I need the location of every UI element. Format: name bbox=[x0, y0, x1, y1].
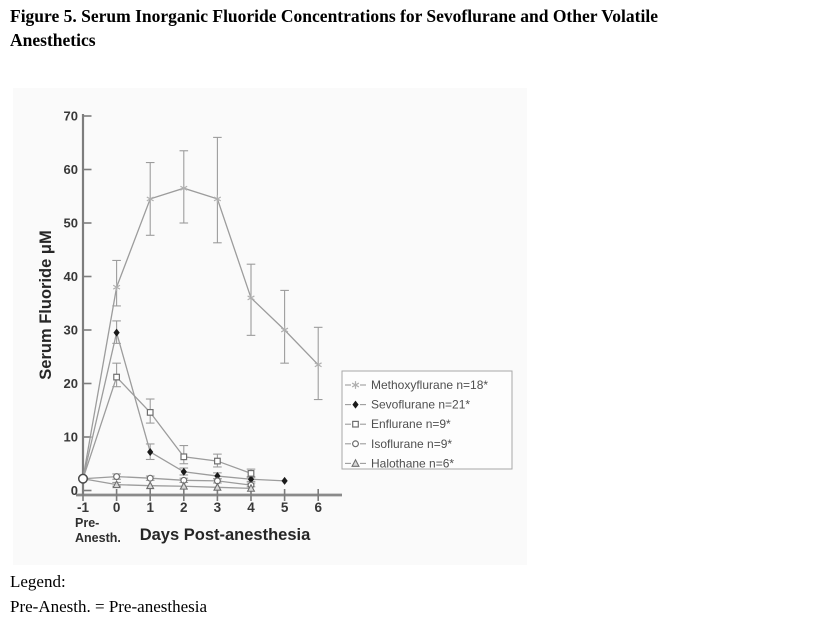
y-tick-label-60: 60 bbox=[64, 162, 78, 177]
isoflurane-marker bbox=[146, 474, 154, 482]
figure-title-line2: Anesthetics bbox=[10, 29, 96, 50]
halothane-marker bbox=[246, 483, 256, 492]
figure-image: 0 10 20 30 40 50 60 70 -1 0 1 2 3 4 5 6 Pre- Anesth. Days … bbox=[13, 88, 527, 565]
figure-title-line1: Figure 5. Serum Inorganic Fluoride Conce… bbox=[10, 6, 658, 26]
y-tick-label-20: 20 bbox=[64, 376, 78, 391]
x-tick-label-5: 5 bbox=[281, 500, 289, 515]
x-tick-label-1: 1 bbox=[146, 500, 154, 515]
fluoride-chart-svg: 0 10 20 30 40 50 60 70 -1 0 1 2 3 4 5 6 Pre-Anesth. Days … bbox=[37, 109, 513, 545]
methoxyflurane-marker bbox=[213, 196, 222, 202]
x-tick-label-6: 6 bbox=[314, 500, 322, 515]
pre-anesth-axis-label-line1: Pre- bbox=[75, 516, 99, 530]
pre-anesth-axis-label-line2: Anesth. bbox=[75, 531, 121, 545]
y-tick-label-50: 50 bbox=[64, 216, 78, 231]
x-tick-label-3: 3 bbox=[214, 500, 222, 515]
isoflurane-legend-marker bbox=[352, 440, 360, 448]
halothane-marker bbox=[179, 481, 189, 490]
x-tick-label-0: 0 bbox=[113, 500, 121, 515]
x-tick-label--1: -1 bbox=[77, 500, 89, 515]
halothane-marker bbox=[112, 479, 121, 489]
isoflurane-legend-label: Isoflurane n=9* bbox=[371, 437, 452, 451]
halothane-marker bbox=[213, 482, 222, 491]
isoflurane-line bbox=[82, 475, 252, 486]
sevoflurane-legend-label: Sevoflurane n=21* bbox=[371, 398, 470, 412]
x-tick-label-2: 2 bbox=[180, 500, 188, 515]
methoxyflurane-marker bbox=[180, 185, 188, 191]
methoxyflurane-marker bbox=[280, 327, 289, 333]
y-tick-label-10: 10 bbox=[64, 430, 78, 445]
halothane-line bbox=[82, 478, 252, 490]
enflurane-marker bbox=[214, 457, 221, 465]
enflurane-marker bbox=[146, 408, 154, 416]
halothane-legend-marker bbox=[351, 458, 360, 467]
methoxyflurane-marker bbox=[314, 362, 322, 368]
sevoflurane-marker bbox=[113, 328, 120, 337]
sevoflurane-legend-marker bbox=[352, 400, 359, 409]
methoxyflurane-marker bbox=[247, 295, 255, 301]
sevoflurane-marker bbox=[247, 475, 255, 484]
enflurane-legend-marker bbox=[352, 420, 359, 428]
y-tick-label-30: 30 bbox=[64, 323, 78, 338]
footer-legend-definition: Pre-Anesth. = Pre-anesthesia bbox=[10, 597, 208, 616]
y-axis-title: Serum Fluoride μM bbox=[37, 230, 55, 379]
halothane-legend-label: Halothane n=6* bbox=[371, 456, 454, 470]
sevoflurane-marker bbox=[147, 447, 154, 456]
sevoflurane-marker bbox=[180, 467, 187, 476]
methoxyflurane-legend-marker bbox=[351, 382, 360, 388]
footer-legend-heading: Legend: bbox=[10, 572, 66, 591]
enflurane-marker bbox=[180, 453, 188, 461]
methoxyflurane-marker bbox=[146, 196, 154, 202]
x-axis-title: Days Post-anesthesia bbox=[140, 526, 311, 544]
pre-anesthesia-point bbox=[77, 473, 89, 484]
halothane-marker bbox=[145, 480, 155, 490]
enflurane-line bbox=[82, 375, 252, 479]
sevoflurane-marker bbox=[281, 476, 288, 485]
chart-legend-box bbox=[341, 370, 513, 470]
figure-title: Figure 5. Serum Inorganic Fluoride Conce… bbox=[10, 5, 832, 52]
figure-footer: Legend: Pre-Anesth. = Pre-anesthesia bbox=[10, 569, 207, 619]
enflurane-marker bbox=[113, 373, 121, 381]
enflurane-marker bbox=[247, 469, 255, 477]
methoxyflurane-legend-label: Methoxyflurane n=18* bbox=[371, 378, 488, 392]
methoxyflurane-marker bbox=[112, 284, 121, 290]
methoxyflurane-line bbox=[82, 187, 319, 479]
enflurane-legend-label: Enflurane n=9* bbox=[371, 417, 451, 431]
isoflurane-marker bbox=[113, 473, 121, 481]
x-tick-label-4: 4 bbox=[247, 500, 255, 515]
y-tick-label-0: 0 bbox=[71, 483, 78, 498]
y-tick-label-40: 40 bbox=[64, 269, 78, 284]
y-tick-label-70: 70 bbox=[64, 109, 78, 124]
